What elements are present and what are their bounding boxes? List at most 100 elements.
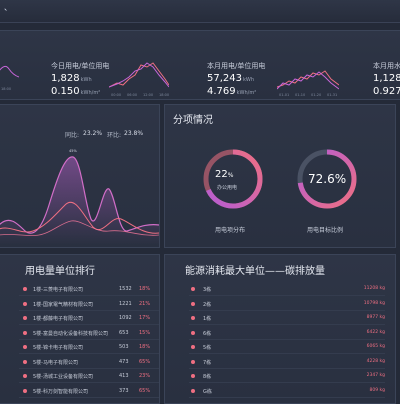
rank-value: 413 <box>119 373 129 379</box>
donut-office-value: 22% <box>215 169 234 180</box>
list-item: 2栋 10798 kg <box>165 298 397 311</box>
carbon-panel: 能源消耗最大单位——碳排放量 3栋 11208 kg 2栋 10798 kg 1栋 897… <box>164 254 396 404</box>
carbon-dot <box>191 359 195 364</box>
row-divider <box>19 324 159 325</box>
month-label: 本月用电/单位用电 <box>207 62 266 70</box>
mini-axis-today-1: 06:00 <box>127 93 138 97</box>
rank-name: 5楼-锦卡电子有限公司 <box>33 345 83 351</box>
mini-axis-month-2: 01-20 <box>311 93 322 97</box>
donut-office-sub: 办公用电 <box>217 185 238 191</box>
rank-name: 1楼-三菱电子有限公司 <box>33 287 83 293</box>
carbon-value: 11208 kg <box>363 286 385 291</box>
row-divider <box>189 367 385 369</box>
month-value-1: 57,243kWh <box>207 73 255 84</box>
mini-axis-0: 18:00 <box>1 87 12 91</box>
carbon-unit-name: 1栋 <box>203 316 212 322</box>
rank-name: 1楼-都藤电子有限公司 <box>33 316 83 322</box>
mini-chart-month <box>277 70 339 90</box>
table-row: 1楼-都藤电子有限公司 1092 17% <box>0 312 161 325</box>
carbon-value: 6422 kg <box>366 329 385 335</box>
rank-value: 1221 <box>119 300 132 307</box>
row-divider <box>19 295 159 296</box>
row-divider <box>19 396 159 398</box>
mini-chart-today <box>109 62 169 88</box>
carbon-unit-name: 6栋 <box>203 330 212 337</box>
rank-name: 5楼-马电子有限公司 <box>33 359 78 366</box>
rank-name: 5楼-富曼自动化设备科技有限公司 <box>33 330 108 337</box>
row-divider <box>19 309 159 311</box>
mini-chart-0 <box>0 65 19 78</box>
carbon-title: 能源消耗最大单位——碳排放量 <box>185 266 325 277</box>
rank-percent: 23% <box>139 373 151 379</box>
rank-percent: 18% <box>139 286 151 292</box>
row-divider <box>189 309 385 311</box>
subitem-title: 分项情况 <box>173 115 213 126</box>
carbon-dot <box>191 316 195 320</box>
mini-axis-month-1: 01-10 <box>295 93 306 97</box>
row-divider <box>19 382 159 383</box>
subitem-panel: 分项情况 22% 办公用电 用电项分布 72.6% 用电目标比例 <box>164 104 396 248</box>
today-value-1: 1,828kWh <box>51 73 92 84</box>
donut-office-caption: 用电项分布 <box>215 227 246 234</box>
rank-value: 373 <box>119 387 129 394</box>
rank-value: 503 <box>119 344 129 350</box>
today-value-2: 0.150kWh/m² <box>51 86 101 97</box>
list-item: G栋 809 kg <box>165 385 397 398</box>
carbon-value: 10798 kg <box>363 300 385 306</box>
row-divider <box>189 382 385 383</box>
carbon-value: 6065 kg <box>366 344 385 349</box>
top-bar: 、 <box>0 0 400 23</box>
table-row: 5楼-马电子有限公司 473 65% <box>0 356 161 369</box>
carbon-dot <box>191 374 195 378</box>
table-row: 1楼-国家電气精材有限公司 1221 21% <box>0 298 161 311</box>
carbon-value: 4228 kg <box>366 358 385 364</box>
rank-percent: 18% <box>139 344 151 350</box>
today-label: 今日用电/单位用电 <box>51 62 110 70</box>
peak-label: 45% <box>69 149 77 153</box>
row-divider <box>189 396 385 398</box>
rank-dot <box>23 301 27 306</box>
carbon-dot <box>191 287 195 291</box>
carbon-dot <box>191 301 195 306</box>
donut-office <box>203 149 263 209</box>
carbon-unit-name: 3栋 <box>203 287 212 293</box>
ranking-panel: 用电量单位排行 1楼-三菱电子有限公司 1532 18% 1楼-国家電气精材有限公司 1… <box>0 254 160 404</box>
row-divider <box>189 338 385 340</box>
carbon-value: 809 kg <box>369 387 385 393</box>
carbon-unit-name: 2栋 <box>203 301 212 308</box>
rank-dot <box>23 345 27 349</box>
carbon-dot <box>191 388 195 393</box>
table-row: 5楼-锦卡电子有限公司 503 18% <box>0 341 161 354</box>
right-label: 本月用水 <box>373 62 400 70</box>
list-item: 7栋 4228 kg <box>165 356 397 369</box>
rank-value: 1532 <box>119 286 132 292</box>
trend-panel: 同比: 23.2% 环比: 23.8% 45% <box>0 104 160 248</box>
carbon-value: 2347 kg <box>366 373 385 378</box>
carbon-unit-name: 5栋 <box>203 345 212 351</box>
table-row: 5楼-富曼自动化设备科技有限公司 653 15% <box>0 327 161 340</box>
rank-value: 473 <box>119 358 129 365</box>
right-value-1: 1,128 <box>373 73 400 84</box>
donut-target-caption: 用电目标比例 <box>307 227 344 234</box>
mini-axis-month-3: 01-31 <box>327 93 338 97</box>
rank-percent: 17% <box>139 315 151 321</box>
rank-percent: 65% <box>139 358 151 365</box>
row-divider <box>189 324 385 325</box>
mini-axis-today-0: 00:00 <box>111 93 122 97</box>
ranking-title: 用电量单位排行 <box>25 266 95 277</box>
rank-value: 653 <box>119 329 129 336</box>
carbon-list: 3栋 11208 kg 2栋 10798 kg 1栋 8977 kg 6栋 6422 kg 5栋… <box>165 283 397 403</box>
carbon-unit-name: G栋 <box>203 388 212 395</box>
row-divider <box>19 367 159 369</box>
table-row: 5楼-汤城工业设备有限公司 413 23% <box>0 370 161 383</box>
ranking-list: 1楼-三菱电子有限公司 1532 18% 1楼-国家電气精材有限公司 1221 21% 1楼… <box>0 283 161 403</box>
top-bar-title: 、 <box>4 3 12 12</box>
rank-dot <box>23 374 27 378</box>
rank-dot <box>23 287 27 291</box>
mini-axis-month-0: 01-01 <box>279 93 290 97</box>
rank-name: 1楼-国家電气精材有限公司 <box>33 301 93 308</box>
carbon-unit-name: 7栋 <box>203 359 212 366</box>
carbon-value: 8977 kg <box>366 315 385 320</box>
carbon-dot <box>191 345 195 349</box>
carbon-dot <box>191 330 195 335</box>
